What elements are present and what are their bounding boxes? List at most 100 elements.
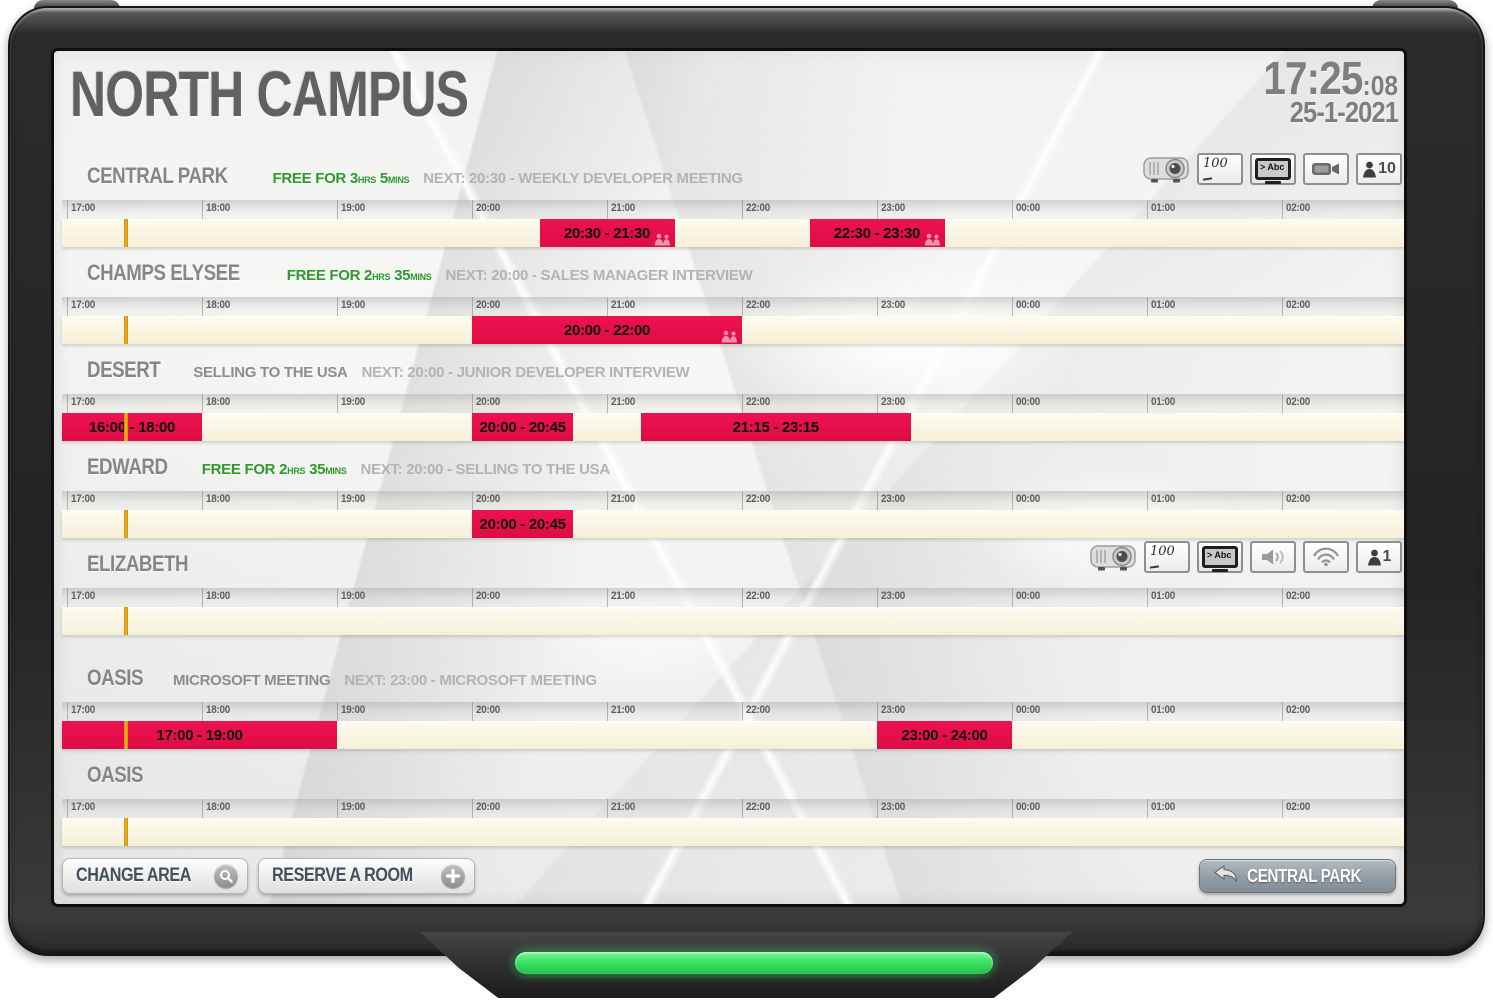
current-time-marker — [123, 721, 128, 749]
room-row[interactable]: CHAMPS ELYSEE FREE FOR 2HRS 35MINS NEXT:… — [62, 260, 1404, 344]
booking-label: 22:30 - 23:30 — [833, 224, 921, 242]
timeline-band: 20:30 - 21:30 22:30 - 23:30 — [62, 219, 1404, 247]
occupancy-icon: 10 — [1356, 153, 1402, 185]
clock-time: 17:25 — [1263, 52, 1363, 104]
video-camera-icon — [1303, 153, 1349, 185]
timeline-ticks: 17:00 18:00 19:00 20:00 21:00 22:00 23:00 00:00… — [62, 394, 1404, 413]
page-title: NORTH CAMPUS — [70, 58, 469, 130]
clock-date: 25-1-2021 — [1289, 97, 1399, 130]
room-name: CENTRAL PARK — [87, 163, 228, 188]
timeline-ticks: 17:00 18:00 19:00 20:00 21:00 22:00 23:00 00:00… — [62, 799, 1404, 818]
booking-block[interactable]: 20:00 - 20:45 — [472, 413, 574, 441]
back-to-room-button[interactable]: CENTRAL PARK — [1198, 859, 1396, 893]
attendees-icon — [721, 330, 738, 343]
room-name: ELIZABETH — [87, 551, 189, 576]
room-header: ELIZABETH 100 > Abc — [87, 541, 1404, 576]
room-next-meeting: NEXT: 20:30 - WEEKLY DEVELOPER MEETING — [423, 170, 743, 187]
timeline-band — [62, 607, 1404, 635]
room-name: OASIS — [87, 665, 144, 690]
attendees-icon — [654, 233, 670, 246]
room-status: FREE FOR 3HRS 5MINS — [272, 170, 410, 187]
status-led-bar — [515, 952, 993, 974]
timeline-band: 20:00 - 20:45 — [62, 510, 1404, 538]
tv-screen-icon: > Abc — [1197, 541, 1243, 573]
projector-icon — [1142, 153, 1190, 185]
room-name: OASIS — [87, 762, 144, 787]
room-header: CENTRAL PARK FREE FOR 3HRS 5MINS NEXT: 2… — [87, 153, 1404, 188]
magnifier-icon — [214, 864, 239, 888]
room-header: DESERT SELLING TO THE USA NEXT: 20:00 - … — [87, 357, 1404, 382]
room-next-meeting: NEXT: 20:00 - SELLING TO THE USA — [360, 461, 611, 478]
room-header: CHAMPS ELYSEE FREE FOR 2HRS 35MINS NEXT:… — [87, 260, 1404, 285]
booking-block[interactable]: 20:00 - 20:45 — [472, 510, 574, 538]
whiteboard-icon: 100 — [1144, 541, 1190, 573]
timeline-ticks: 17:00 18:00 19:00 20:00 21:00 22:00 23:00 00:00… — [62, 200, 1404, 219]
tv-screen-icon: > Abc — [1250, 153, 1296, 185]
wifi-icon — [1303, 541, 1349, 573]
attendees-icon — [924, 233, 940, 246]
room-amenity-icons: 100 > Abc 1 — [1089, 541, 1402, 573]
room-row[interactable]: CENTRAL PARK FREE FOR 3HRS 5MINS NEXT: 2… — [62, 153, 1404, 247]
room-status: FREE FOR 2HRS 35MINS — [201, 461, 347, 478]
booking-block[interactable]: 20:30 - 21:30 — [539, 219, 675, 247]
timeline-ticks: 17:00 18:00 19:00 20:00 21:00 22:00 23:00 00:00… — [62, 588, 1404, 607]
reserve-room-button[interactable]: RESERVE A ROOM — [258, 858, 475, 894]
room-list: CENTRAL PARK FREE FOR 3HRS 5MINS NEXT: 2… — [54, 153, 1404, 846]
timeline-band — [62, 818, 1404, 846]
change-area-button[interactable]: CHANGE AREA — [62, 858, 249, 894]
booking-block[interactable]: 17:00 - 19:00 — [62, 721, 337, 749]
footer-toolbar: CHANGE AREA RESERVE A ROOM CENTRAL PARK — [62, 858, 1396, 894]
clock-seconds: :08 — [1362, 70, 1398, 102]
booking-label: 20:00 - 22:00 — [563, 321, 651, 339]
room-row[interactable]: OASIS MICROSOFT MEETING NEXT: 23:00 - MI… — [62, 665, 1404, 749]
booking-block[interactable]: 20:00 - 22:00 — [472, 316, 742, 344]
current-time-marker — [123, 607, 128, 635]
whiteboard-icon: 100 — [1197, 153, 1243, 185]
booking-label: 17:00 - 19:00 — [156, 726, 243, 744]
timeline-band: 20:00 - 22:00 — [62, 316, 1404, 344]
room-name: CHAMPS ELYSEE — [87, 260, 240, 285]
current-time-marker — [123, 413, 128, 441]
clock: 17:25:08 25-1-2021 — [1263, 52, 1399, 130]
timeline-band: 17:00 - 19:00 23:00 - 24:00 — [62, 721, 1404, 749]
room-row[interactable]: OASIS 17:00 18:00 19:00 20:00 21:00 22:00 23:0… — [62, 762, 1404, 846]
room-row[interactable]: DESERT SELLING TO THE USA NEXT: 20:00 - … — [62, 357, 1404, 441]
current-time-marker — [123, 818, 128, 846]
room-header: OASIS MICROSOFT MEETING NEXT: 23:00 - MI… — [87, 665, 1404, 690]
booking-label: 20:00 - 20:45 — [479, 418, 566, 436]
projector-icon — [1089, 541, 1137, 573]
room-status: SELLING TO THE USA — [193, 364, 348, 381]
room-next-meeting: NEXT: 23:00 - MICROSOFT MEETING — [344, 672, 597, 689]
timeline-ticks: 17:00 18:00 19:00 20:00 21:00 22:00 23:00 00:00… — [62, 297, 1404, 316]
back-arrow-icon — [1213, 865, 1238, 887]
occupancy-icon: 1 — [1356, 541, 1402, 573]
timeline-band: 16:00 - 18:00 20:00 - 20:45 21:15 - 23:15 — [62, 413, 1404, 441]
device-stand — [420, 932, 1072, 998]
room-name: EDWARD — [87, 454, 168, 479]
room-header: EDWARD FREE FOR 2HRS 35MINS NEXT: 20:00 … — [87, 454, 1404, 479]
booking-label: 21:15 - 23:15 — [732, 418, 819, 436]
booking-label: 20:30 - 21:30 — [563, 224, 651, 242]
room-row[interactable]: EDWARD FREE FOR 2HRS 35MINS NEXT: 20:00 … — [62, 454, 1404, 538]
room-status: FREE FOR 2HRS 35MINS — [286, 267, 432, 284]
room-next-meeting: NEXT: 20:00 - JUNIOR DEVELOPER INTERVIEW — [361, 364, 690, 381]
booking-label: 16:00 - 18:00 — [88, 418, 176, 436]
room-next-meeting: NEXT: 20:00 - SALES MANAGER INTERVIEW — [445, 267, 753, 284]
current-time-marker — [123, 219, 128, 247]
booking-block[interactable]: 23:00 - 24:00 — [877, 721, 1012, 749]
room-row[interactable]: ELIZABETH 100 > Abc — [62, 541, 1404, 635]
timeline-ticks: 17:00 18:00 19:00 20:00 21:00 22:00 23:00 00:00… — [62, 491, 1404, 510]
booking-block[interactable]: 16:00 - 18:00 — [62, 413, 202, 441]
room-amenity-icons: 100 > Abc 10 — [1142, 153, 1402, 185]
room-header: OASIS — [87, 762, 1404, 787]
plus-icon — [440, 864, 465, 888]
timeline-ticks: 17:00 18:00 19:00 20:00 21:00 22:00 23:00 00:00… — [62, 702, 1404, 721]
speaker-icon — [1250, 541, 1296, 573]
booking-label: 20:00 - 20:45 — [479, 515, 566, 533]
booking-block[interactable]: 21:15 - 23:15 — [640, 413, 911, 441]
booking-block[interactable]: 22:30 - 23:30 — [809, 219, 945, 247]
room-name: DESERT — [87, 357, 161, 382]
current-time-marker — [123, 316, 128, 344]
current-time-marker — [123, 510, 128, 538]
